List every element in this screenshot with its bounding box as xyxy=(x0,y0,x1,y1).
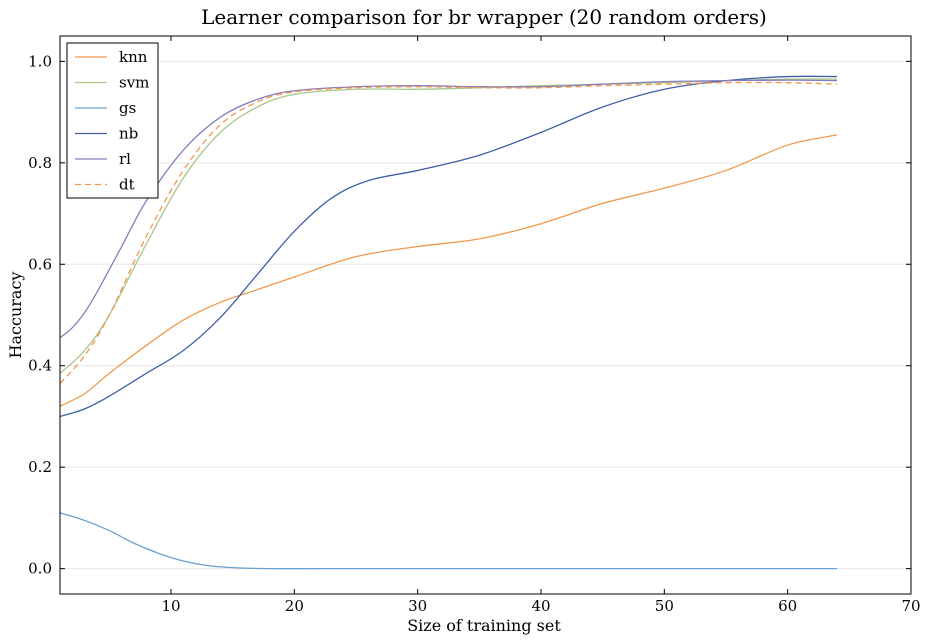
series-line-dt xyxy=(59,81,838,384)
plot-frame xyxy=(59,35,912,595)
legend-label-svm: svm xyxy=(119,74,149,92)
series-line-svm xyxy=(59,78,838,374)
legend-label-nb: nb xyxy=(119,125,138,143)
series-line-rl xyxy=(59,79,838,339)
x-tick-label: 20 xyxy=(285,597,304,615)
legend-label-rl: rl xyxy=(119,150,131,168)
legend-label-knn: knn xyxy=(119,48,148,66)
y-tick-label: 0.2 xyxy=(28,458,52,476)
legend-box xyxy=(66,42,159,199)
x-tick-label: 50 xyxy=(655,597,674,615)
y-tick-label: 0.4 xyxy=(28,357,52,375)
legend-label-dt: dt xyxy=(119,176,135,194)
x-tick-label: 10 xyxy=(161,597,180,615)
x-tick-label: 30 xyxy=(408,597,427,615)
y-tick-label: 0.0 xyxy=(28,560,52,578)
legend-label-gs: gs xyxy=(119,99,136,117)
x-tick-label: 70 xyxy=(901,597,920,615)
y-tick-label: 0.8 xyxy=(28,154,52,172)
series-line-knn xyxy=(59,134,838,407)
x-tick-label: 40 xyxy=(531,597,550,615)
y-axis-label: Haccuracy xyxy=(6,272,25,359)
y-tick-label: 1.0 xyxy=(28,52,52,70)
ticks: 0.0 0.2 0.4 0.6 0.8 1.0 10 20 30 40 50 60 70 xyxy=(28,36,921,615)
series-line-gs xyxy=(59,512,837,570)
grid xyxy=(60,60,911,570)
chart-title: Learner comparison for br wrapper (20 ra… xyxy=(201,5,767,29)
x-axis-label: Size of training set xyxy=(407,616,561,635)
series-line-nb xyxy=(59,75,838,418)
x-tick-label: 60 xyxy=(778,597,797,615)
y-tick-label: 0.6 xyxy=(28,255,52,273)
series-lines xyxy=(59,75,838,570)
legend: knn svm gs nb rl dt xyxy=(66,42,159,199)
